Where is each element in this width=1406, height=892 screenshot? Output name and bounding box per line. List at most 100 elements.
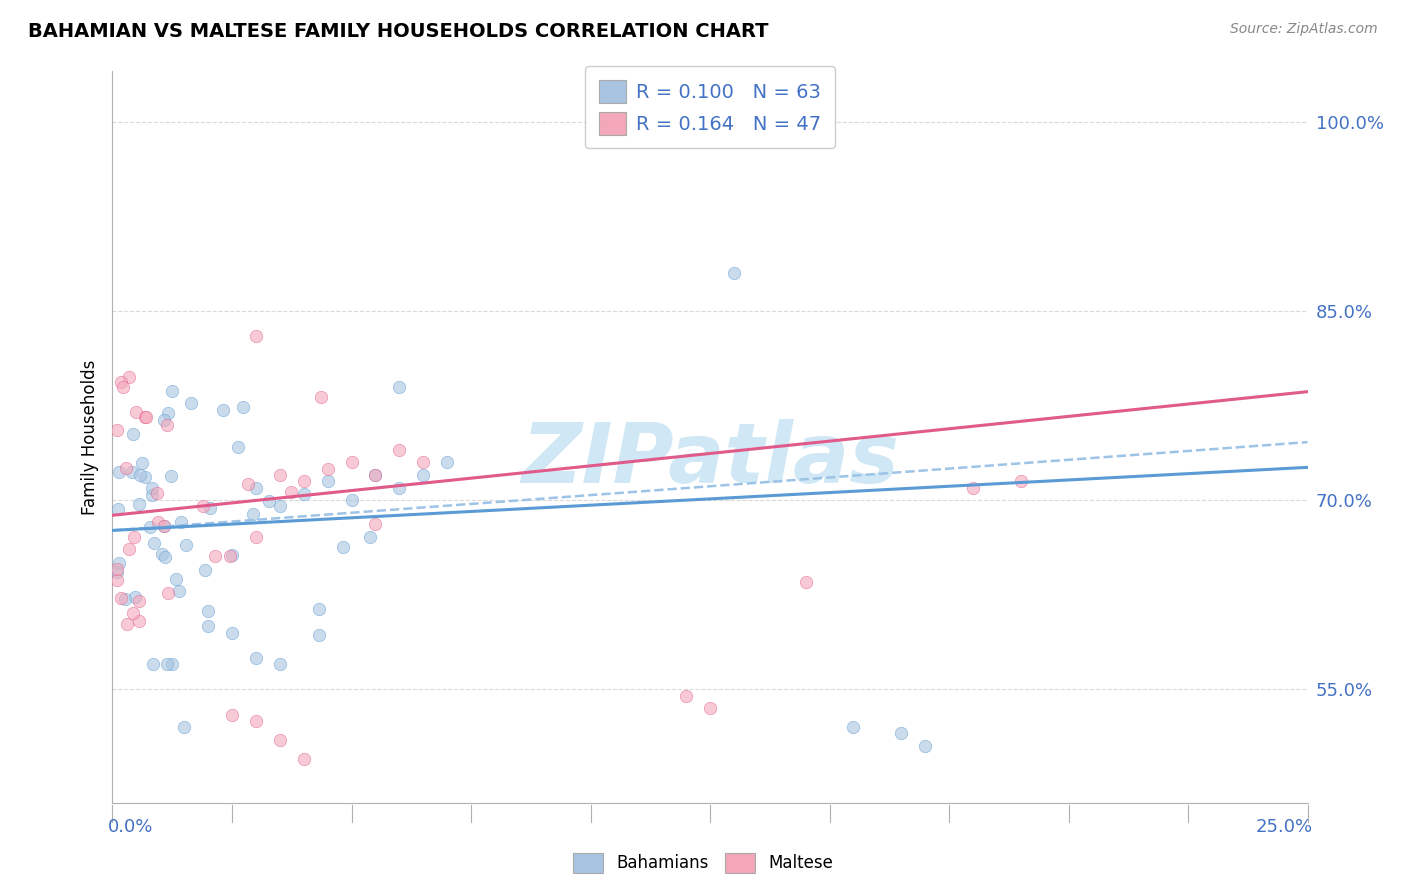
Point xyxy=(228,440,250,454)
Point xyxy=(1010,474,1032,488)
Point xyxy=(141,487,163,501)
Point xyxy=(269,467,291,482)
Point xyxy=(388,442,411,457)
Point xyxy=(152,519,174,533)
Point xyxy=(122,427,145,442)
Point xyxy=(105,562,128,576)
Point xyxy=(157,406,180,420)
Point xyxy=(359,530,381,544)
Point xyxy=(269,500,291,514)
Point xyxy=(110,591,132,605)
Point xyxy=(170,515,193,529)
Point xyxy=(212,403,235,417)
Point xyxy=(842,720,865,734)
Point xyxy=(221,548,243,562)
Point xyxy=(292,752,315,766)
Point xyxy=(245,329,267,343)
Point xyxy=(153,519,176,533)
Point xyxy=(436,455,458,469)
Point xyxy=(388,481,411,495)
Point xyxy=(412,455,434,469)
Point xyxy=(794,575,817,590)
Point xyxy=(141,481,163,495)
Point xyxy=(221,625,243,640)
Point xyxy=(124,591,146,605)
Y-axis label: Family Households: Family Households xyxy=(80,359,98,515)
Point xyxy=(280,485,302,500)
Point xyxy=(142,536,165,550)
Point xyxy=(156,657,179,671)
Point xyxy=(160,384,183,398)
Point xyxy=(962,481,984,495)
Point xyxy=(914,739,936,753)
Point xyxy=(112,380,135,394)
Point xyxy=(174,538,197,552)
Point xyxy=(364,467,387,482)
Point xyxy=(135,410,157,425)
Point xyxy=(128,594,150,608)
Legend: R = 0.100   N = 63, R = 0.164   N = 47: R = 0.100 N = 63, R = 0.164 N = 47 xyxy=(585,66,835,148)
Point xyxy=(153,412,176,426)
Point xyxy=(412,467,434,482)
Point xyxy=(173,720,195,734)
Point xyxy=(292,487,315,501)
Text: BAHAMIAN VS MALTESE FAMILY HOUSEHOLDS CORRELATION CHART: BAHAMIAN VS MALTESE FAMILY HOUSEHOLDS CO… xyxy=(28,22,769,41)
Point xyxy=(129,468,152,483)
Point xyxy=(118,370,141,384)
Point xyxy=(148,515,170,529)
Point xyxy=(105,423,128,437)
Text: Source: ZipAtlas.com: Source: ZipAtlas.com xyxy=(1230,22,1378,37)
Point xyxy=(124,530,146,544)
Point xyxy=(269,732,291,747)
Point xyxy=(204,549,226,563)
Point xyxy=(675,689,697,703)
Text: 0.0%: 0.0% xyxy=(108,818,153,836)
Point xyxy=(219,549,242,564)
Point xyxy=(340,455,363,469)
Point xyxy=(245,714,267,728)
Point xyxy=(122,607,145,621)
Point xyxy=(110,375,132,389)
Point xyxy=(232,401,254,415)
Point xyxy=(245,530,267,544)
Point xyxy=(723,266,745,280)
Point xyxy=(245,481,267,495)
Text: 25.0%: 25.0% xyxy=(1256,818,1312,836)
Point xyxy=(257,494,280,508)
Point xyxy=(245,650,267,665)
Point xyxy=(139,520,162,534)
Point xyxy=(108,465,131,479)
Point xyxy=(159,468,181,483)
Point xyxy=(890,726,912,740)
Point xyxy=(162,657,184,671)
Point xyxy=(340,493,363,508)
Point xyxy=(114,592,136,607)
Point xyxy=(124,405,146,419)
Point xyxy=(121,465,143,479)
Point xyxy=(128,614,150,628)
Point xyxy=(108,557,131,571)
Point xyxy=(134,470,156,484)
Point xyxy=(308,602,330,616)
Point xyxy=(165,572,187,586)
Point xyxy=(269,657,291,671)
Point xyxy=(316,474,339,488)
Point xyxy=(242,507,264,521)
Point xyxy=(134,409,156,424)
Point xyxy=(364,516,387,531)
Point xyxy=(167,584,190,599)
Point xyxy=(142,657,165,671)
Point xyxy=(200,500,222,515)
Point xyxy=(292,474,315,488)
Point xyxy=(114,461,136,475)
Point xyxy=(107,502,129,516)
Point xyxy=(699,701,721,715)
Point xyxy=(146,485,169,500)
Point xyxy=(117,541,139,556)
Point xyxy=(308,627,330,641)
Point xyxy=(364,467,387,482)
Point xyxy=(156,418,179,433)
Point xyxy=(316,461,339,475)
Legend: Bahamians, Maltese: Bahamians, Maltese xyxy=(567,847,839,880)
Point xyxy=(105,573,128,587)
